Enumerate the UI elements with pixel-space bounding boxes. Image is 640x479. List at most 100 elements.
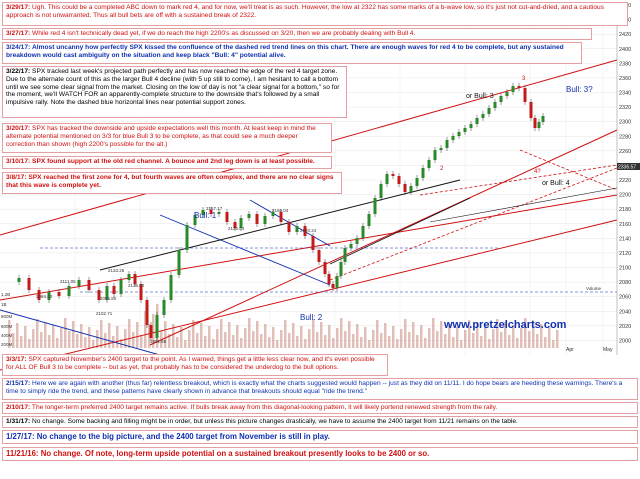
candle-body-25 — [209, 210, 213, 214]
candle-body-47 — [355, 238, 359, 244]
candle-body-71 — [499, 96, 503, 102]
candle-body-62 — [445, 140, 449, 148]
note-date: 3/29/17: — [6, 4, 31, 11]
volume-bar-188 — [188, 330, 191, 348]
y-tick-2380: 2380 — [619, 61, 631, 67]
volume-bar-504 — [504, 322, 507, 348]
note-1-31: 1/31/17: No change. Some backing and fil… — [2, 416, 638, 428]
volume-bar-68 — [68, 331, 71, 348]
price-marker-10: 2120.24 — [300, 228, 317, 233]
trend-line-3 — [149, 129, 618, 346]
note-3-3: 3/3/17: SPX captured November's 2400 tar… — [2, 354, 388, 376]
note-text: The longer-term preferred 2400 target re… — [31, 404, 498, 411]
trend-line-12 — [99, 179, 461, 271]
candle-body-72 — [505, 92, 509, 96]
note-2-10: 2/10/17: The longer-term preferred 2400 … — [2, 402, 638, 414]
volume-bar-520 — [520, 328, 523, 348]
volume-bar-180 — [180, 327, 183, 348]
candle-body-63 — [451, 136, 455, 140]
volume-bar-236 — [236, 325, 239, 348]
trend-line-14 — [429, 187, 618, 223]
price-marker-5: 2055.80 — [100, 296, 117, 301]
candle-body-28 — [233, 222, 237, 228]
volume-bar-408 — [408, 332, 411, 348]
candle-body-61 — [439, 148, 443, 150]
volume-bar-516 — [516, 338, 519, 348]
candle-body-73 — [511, 86, 515, 92]
wave-labels: Bull: 1 Bull: 2 Bull: 3? or Bull: 3 or Bull:… — [194, 76, 593, 322]
candle-body-70 — [493, 102, 497, 108]
note-date: 11/21/16: — [6, 449, 39, 458]
volume-bar-500 — [500, 332, 503, 348]
candle-body-12 — [119, 280, 123, 294]
candle-body-54 — [397, 176, 401, 184]
y-tick-2180: 2180 — [619, 207, 631, 213]
note-date: 3/10/17: — [6, 158, 31, 165]
price-marker-11: 1991.66 — [150, 339, 167, 344]
price-marker-9: 2166.04 — [272, 208, 289, 213]
note-11-21: 11/21/16: No change. Of note, long-term … — [2, 447, 638, 461]
candle-body-26 — [217, 212, 221, 214]
volume-bar-268 — [268, 337, 271, 348]
volume-bar-444 — [444, 334, 447, 348]
volume-bar-76 — [76, 334, 79, 348]
note-text: While red 4 isn't technically dead yet, … — [32, 30, 416, 37]
volume-bar-252 — [252, 331, 255, 348]
volume-bar-292 — [292, 323, 295, 348]
x-tick-apr: Apr — [566, 347, 574, 353]
candle-body-11 — [112, 286, 116, 294]
volume-bar-272 — [272, 327, 275, 348]
volume-bar-424 — [424, 338, 427, 348]
note-text: SPX reached the first zone for 4, but fo… — [6, 174, 334, 189]
volume-label-4: 600M — [1, 324, 13, 329]
candle-body-78 — [537, 122, 541, 128]
volume-bar-176 — [176, 337, 179, 348]
candle-body-19 — [162, 300, 166, 315]
volume-bar-124 — [124, 329, 127, 348]
candle-body-45 — [343, 248, 347, 262]
volume-bar-496 — [496, 319, 499, 348]
y-tick-2140: 2140 — [619, 236, 631, 242]
volume-bar-512 — [512, 325, 515, 348]
wave-label-5: 4? — [534, 169, 541, 175]
note-3-10: 3/10/17: SPX found support at the old re… — [2, 156, 332, 169]
candle-body-22 — [185, 225, 189, 250]
candle-body-20 — [169, 275, 173, 300]
volume-bar-196 — [196, 333, 199, 348]
volume-bar-524 — [524, 318, 527, 348]
volume-bar-284 — [284, 320, 287, 348]
volume-bar-352 — [352, 334, 355, 348]
volume-bar-108 — [108, 323, 111, 348]
candle-body-52 — [385, 174, 389, 184]
y-tick-2020: 2020 — [619, 324, 631, 330]
note-3-22: 3/22/17: SPX tracked last week's project… — [2, 66, 347, 118]
volume-bar-288 — [288, 333, 291, 348]
candle-body-27 — [225, 212, 229, 222]
volume-bar-228 — [228, 322, 231, 348]
trend-line-7 — [0, 309, 161, 356]
note-date: 3/22/17: — [6, 68, 31, 75]
volume-bar-20 — [20, 336, 23, 348]
volume-bar-508 — [508, 335, 511, 348]
y-tick-2080: 2080 — [619, 280, 631, 286]
volume-bar-492 — [492, 329, 495, 348]
candle-body-56 — [409, 186, 413, 192]
volume-bar-400 — [400, 329, 403, 348]
volume-bar-472 — [472, 333, 475, 348]
trend-line-4 — [329, 167, 618, 281]
candle-body-7 — [77, 280, 81, 286]
candle-body-31 — [255, 214, 259, 224]
wave-label-0: Bull: 1 — [194, 211, 217, 220]
trend-line-5 — [419, 164, 618, 196]
y-tick-2340: 2340 — [619, 91, 631, 97]
candle-body-68 — [481, 114, 485, 118]
volume-bar-44 — [44, 322, 47, 348]
volume-bar-300 — [300, 326, 303, 348]
volume-bar-448 — [448, 324, 451, 348]
y-tick-2220: 2220 — [619, 178, 631, 184]
volume-bar-152 — [152, 314, 155, 348]
candle-body-65 — [463, 128, 467, 132]
volume-label-1: 1.2B — [1, 292, 10, 297]
candle-body-1 — [17, 278, 21, 282]
volume-bar-552 — [552, 340, 555, 348]
